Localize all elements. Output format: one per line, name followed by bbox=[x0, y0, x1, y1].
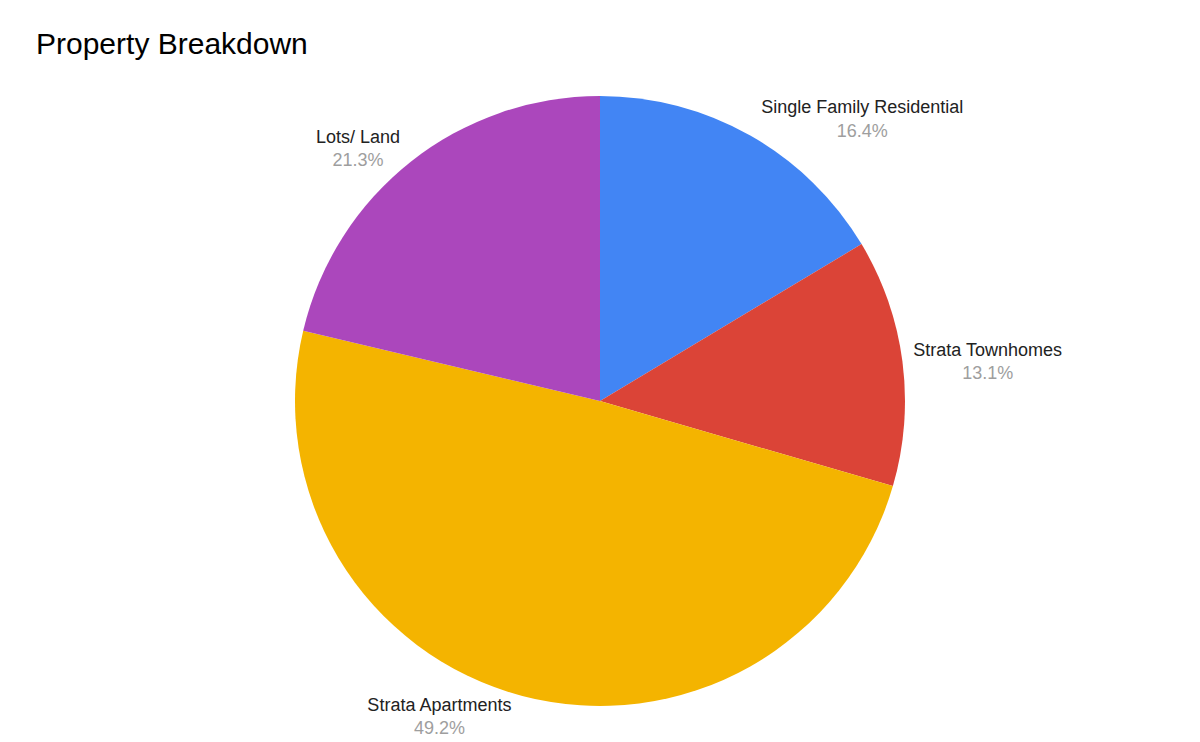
svg-text:Single Family Residential16.4%: Single Family Residential16.4% bbox=[761, 97, 963, 140]
svg-text:Lots/ Land21.3%: Lots/ Land21.3% bbox=[316, 127, 400, 170]
svg-text:Strata Townhomes13.1%: Strata Townhomes13.1% bbox=[913, 340, 1062, 383]
svg-text:Strata Apartments49.2%: Strata Apartments49.2% bbox=[367, 695, 511, 738]
svg-text:Property Breakdown: Property Breakdown bbox=[36, 27, 308, 60]
